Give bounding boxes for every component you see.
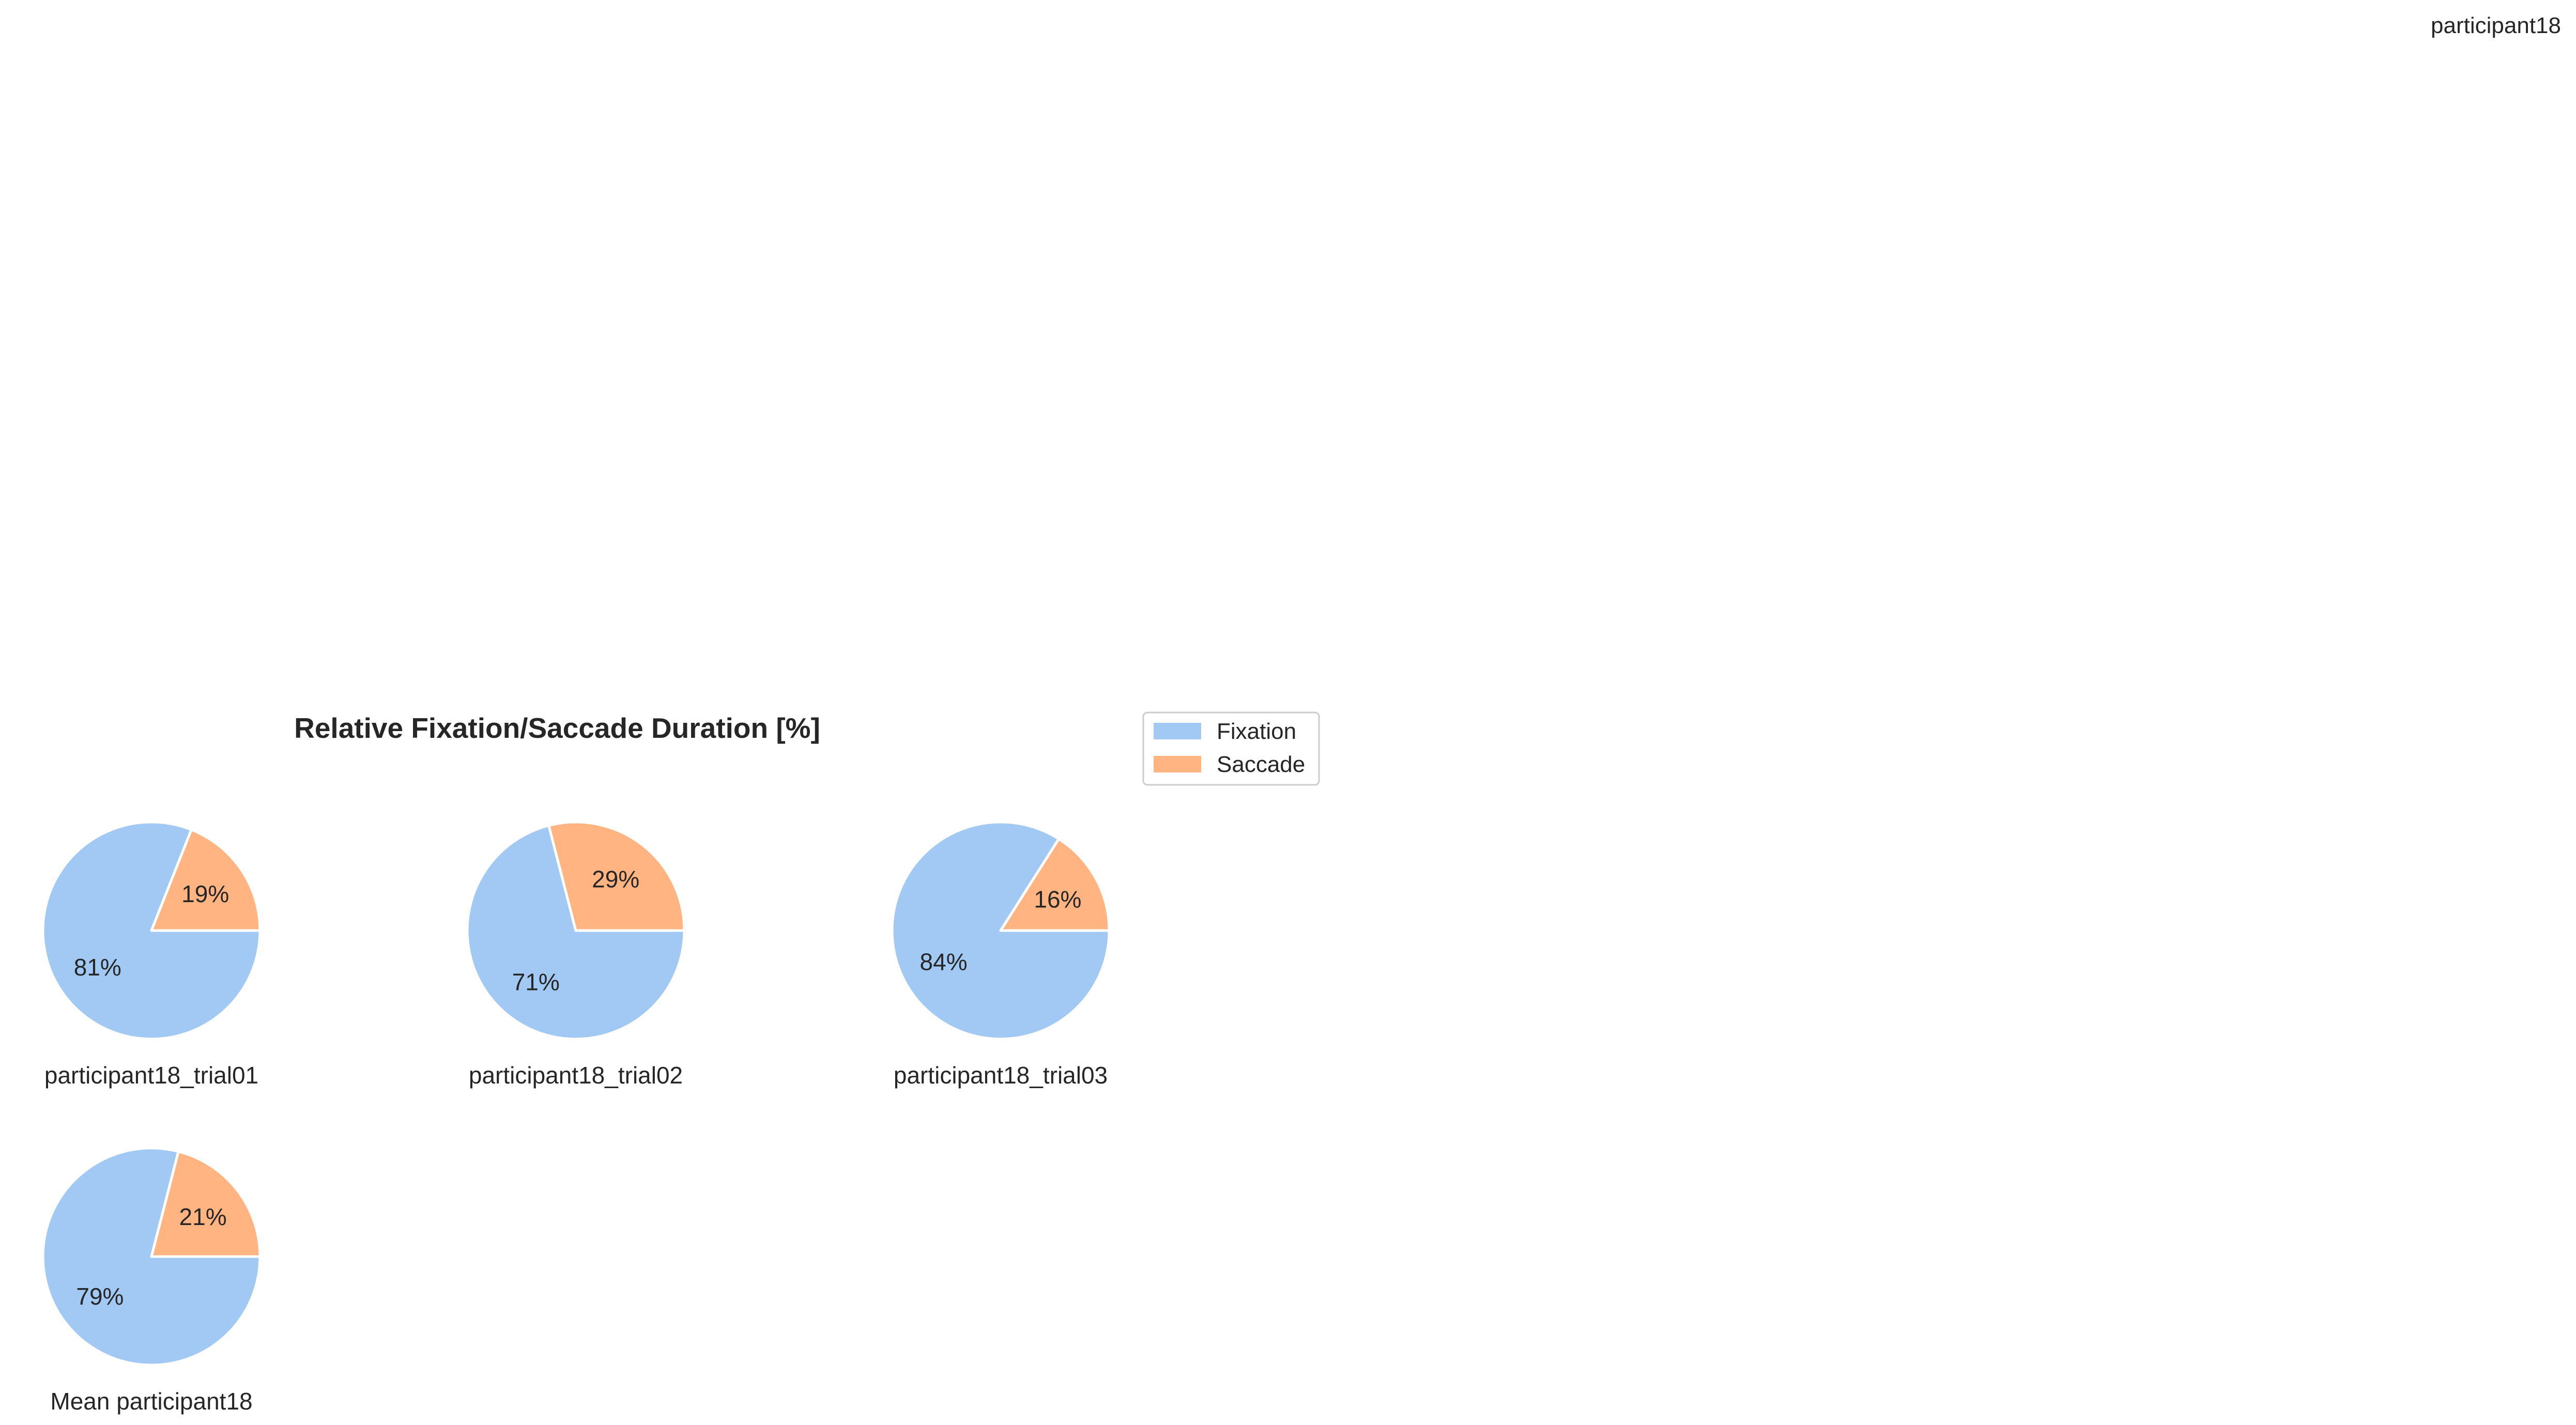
- pie-2: 71% 29% participant18_trial02: [466, 820, 686, 1089]
- pct-label-saccade: 21%: [179, 1203, 227, 1230]
- legend-label-fixation: Fixation: [1217, 719, 1296, 744]
- pie-slice-fixation: [466, 824, 686, 1041]
- pie-label: participant18_trial02: [469, 1062, 683, 1089]
- pie-1: 81% 19% participant18_trial01: [41, 820, 262, 1089]
- pct-label-saccade: 16%: [1034, 886, 1081, 912]
- pie-3: 84% 16% participant18_trial03: [891, 820, 1111, 1089]
- pie-4: 79% 21% Mean participant18: [41, 1147, 262, 1415]
- pct-label-saccade: 29%: [592, 865, 639, 892]
- pct-label-fixation: 81%: [74, 954, 121, 981]
- pie-slice-saccade: [150, 828, 262, 932]
- legend-label-saccade: Saccade: [1217, 752, 1305, 777]
- pct-label-fixation: 71%: [512, 969, 560, 996]
- pct-label-saccade: 19%: [181, 880, 229, 907]
- pie-slice-saccade: [547, 820, 686, 932]
- legend-swatch-saccade: [1154, 756, 1201, 772]
- pct-label-fixation: 79%: [76, 1283, 124, 1310]
- chart-title: Relative Fixation/Saccade Duration [%]: [294, 712, 820, 744]
- pie-label: participant18_trial01: [44, 1062, 258, 1089]
- legend: Fixation Saccade: [1142, 711, 1320, 786]
- legend-swatch-fixation: [1154, 723, 1201, 739]
- corner-label: participant18: [2431, 13, 2561, 38]
- pie-slice-saccade: [150, 1150, 262, 1258]
- pie-label: Mean participant18: [50, 1388, 252, 1415]
- pie-label: participant18_trial03: [894, 1062, 1108, 1089]
- pie-slice-saccade: [999, 838, 1111, 932]
- pct-label-fixation: 84%: [920, 949, 968, 975]
